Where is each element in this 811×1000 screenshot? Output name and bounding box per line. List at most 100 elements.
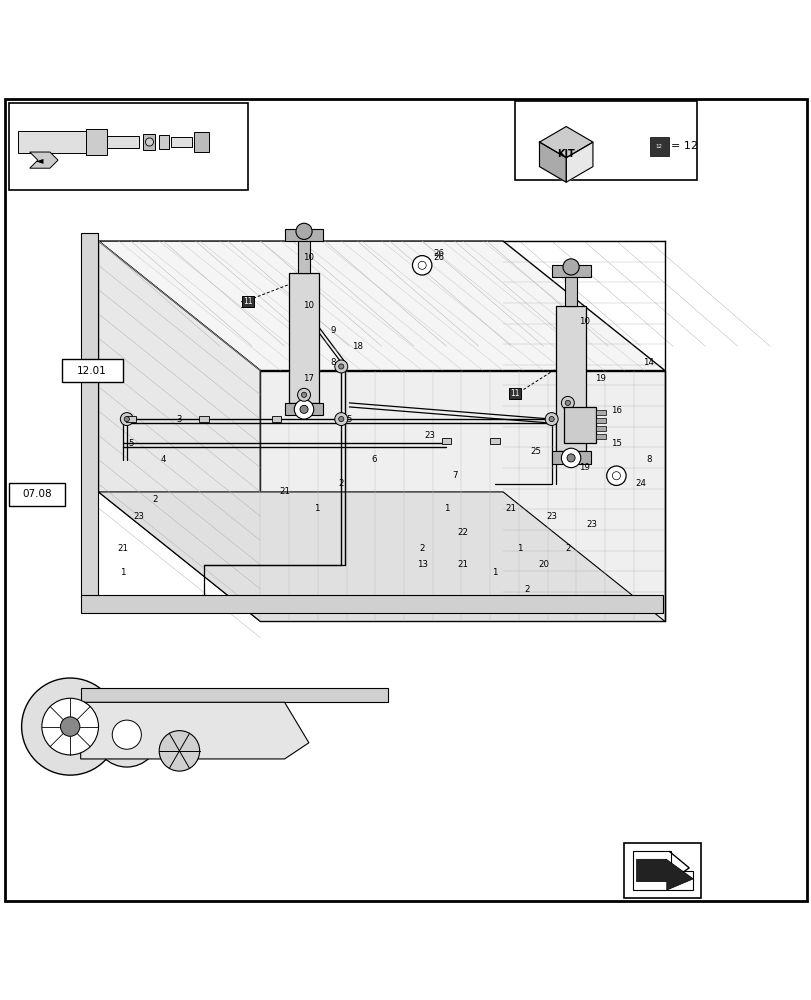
Bar	[563, 407, 595, 443]
Bar	[86, 129, 106, 155]
Circle shape	[548, 416, 554, 422]
Text: 9: 9	[330, 326, 336, 335]
Circle shape	[124, 416, 129, 422]
Text: 26: 26	[432, 253, 444, 262]
Polygon shape	[80, 702, 308, 759]
Bar	[126, 416, 135, 422]
Text: 8: 8	[330, 358, 336, 367]
Text: 11: 11	[510, 389, 519, 398]
Circle shape	[606, 466, 625, 485]
Circle shape	[334, 413, 347, 426]
Bar	[551, 451, 590, 464]
Circle shape	[301, 392, 307, 397]
Text: 1: 1	[314, 504, 320, 513]
Polygon shape	[636, 859, 693, 890]
Circle shape	[562, 259, 578, 275]
Circle shape	[611, 472, 620, 480]
Bar	[285, 403, 323, 415]
Bar	[194, 132, 208, 152]
Circle shape	[295, 223, 311, 239]
Circle shape	[418, 261, 426, 269]
Circle shape	[560, 448, 580, 468]
Bar	[62, 359, 122, 382]
Text: 10: 10	[577, 317, 589, 326]
Circle shape	[338, 364, 343, 369]
Text: 21: 21	[117, 544, 128, 553]
Circle shape	[42, 698, 98, 755]
Circle shape	[94, 702, 159, 767]
Bar	[298, 237, 310, 273]
Polygon shape	[260, 371, 664, 621]
Text: 14: 14	[642, 358, 654, 367]
Text: 16: 16	[610, 406, 621, 415]
Text: 1: 1	[120, 568, 126, 577]
Circle shape	[560, 396, 573, 409]
Bar	[595, 426, 605, 431]
Bar	[595, 410, 605, 415]
Bar	[159, 135, 169, 149]
Text: 7: 7	[451, 471, 457, 480]
Circle shape	[297, 388, 310, 401]
Text: 5: 5	[128, 439, 134, 448]
Bar	[80, 688, 388, 702]
Circle shape	[299, 405, 307, 413]
Text: KIT: KIT	[556, 149, 574, 159]
Text: 4: 4	[161, 455, 165, 464]
Text: 12: 12	[655, 144, 662, 149]
Bar	[106, 136, 139, 148]
Bar	[490, 438, 500, 444]
Text: 18: 18	[351, 342, 363, 351]
Text: 23: 23	[546, 512, 556, 521]
Text: 11: 11	[243, 297, 253, 306]
Text: 3: 3	[177, 415, 182, 424]
Bar	[515, 101, 697, 180]
Text: 1: 1	[491, 568, 497, 577]
Text: 8: 8	[646, 455, 650, 464]
Text: 22: 22	[457, 528, 468, 537]
Polygon shape	[98, 492, 664, 621]
Bar	[143, 134, 155, 150]
Circle shape	[334, 360, 347, 373]
Bar	[555, 306, 586, 451]
Circle shape	[294, 400, 313, 419]
Circle shape	[159, 731, 200, 771]
Text: 07.08: 07.08	[22, 489, 52, 499]
Text: 17: 17	[303, 374, 314, 383]
Text: 1: 1	[443, 504, 448, 513]
Circle shape	[145, 138, 153, 146]
Text: 24: 24	[634, 479, 646, 488]
Text: 19: 19	[594, 374, 605, 383]
Polygon shape	[30, 152, 58, 168]
Bar	[80, 233, 98, 597]
Circle shape	[60, 717, 79, 736]
Text: 23: 23	[133, 512, 144, 521]
Text: 19: 19	[578, 463, 589, 472]
Circle shape	[112, 720, 141, 749]
Circle shape	[544, 413, 557, 426]
Bar	[595, 418, 605, 423]
Bar	[10, 103, 248, 190]
Text: = 12: = 12	[671, 141, 697, 151]
Text: 5: 5	[346, 415, 352, 424]
Text: 2: 2	[152, 495, 157, 504]
Text: 1: 1	[516, 544, 521, 553]
Bar	[10, 483, 64, 506]
Bar	[18, 131, 86, 153]
Text: 26: 26	[432, 249, 444, 258]
Polygon shape	[539, 127, 592, 158]
Bar	[624, 843, 701, 898]
Bar	[288, 273, 319, 403]
Text: 21: 21	[279, 487, 290, 496]
Circle shape	[412, 256, 431, 275]
Bar	[171, 137, 191, 147]
Circle shape	[338, 416, 343, 422]
Text: 2: 2	[338, 479, 344, 488]
Text: ◄: ◄	[36, 155, 43, 165]
Bar	[649, 137, 668, 156]
Text: 15: 15	[610, 439, 621, 448]
Bar	[551, 265, 590, 277]
Text: 10: 10	[303, 253, 314, 262]
Text: 23: 23	[586, 520, 597, 529]
Text: 12.01: 12.01	[77, 366, 107, 376]
Polygon shape	[539, 142, 565, 182]
